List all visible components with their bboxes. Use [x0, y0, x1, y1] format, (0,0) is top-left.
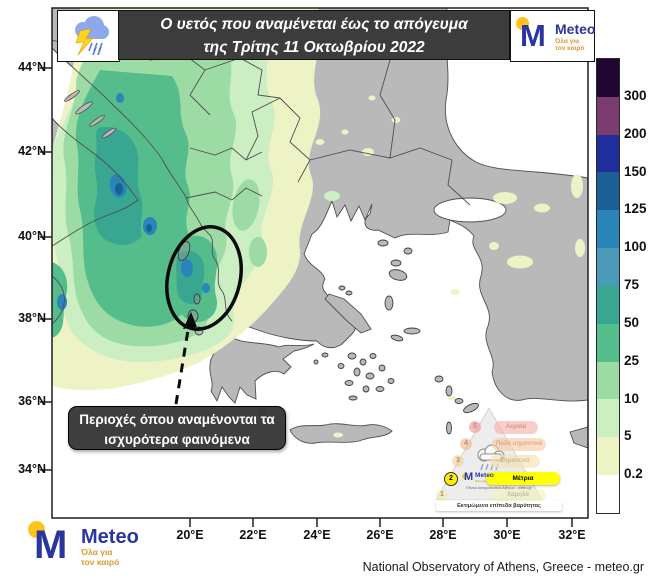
level-number: 4: [460, 438, 472, 450]
lon-label: 22°E: [239, 528, 267, 542]
severity-level-row: 2 Μέτρια: [428, 472, 580, 486]
logo-m: M: [34, 523, 68, 567]
colorbar-segment: [597, 475, 619, 513]
lat-label: 40°N: [18, 229, 46, 243]
croatian-islands: [64, 90, 117, 139]
level-number: 5: [469, 421, 481, 433]
colorbar-label: 300: [624, 87, 647, 103]
colorbar-label: 100: [624, 239, 647, 255]
lon-label: 26°E: [366, 528, 394, 542]
logo-tagline: Όλα για: [475, 479, 487, 483]
colorbar-segment: [597, 323, 619, 362]
colorbar-label: 150: [624, 163, 647, 179]
axis-ticks: [40, 67, 573, 527]
peloponnese: [209, 329, 315, 404]
colorbar-segment: [597, 361, 619, 400]
logo-wordmark: Meteo: [81, 526, 139, 548]
logo-tagline: Όλα για τον καιρό: [81, 547, 120, 567]
level-number: 2: [444, 472, 458, 486]
lat-label: 34°N: [18, 462, 46, 476]
colorbar-label: 125: [624, 201, 647, 217]
marmara-sea: [433, 197, 507, 223]
level-number: 1: [436, 489, 448, 501]
storm-icon-box: [57, 10, 120, 62]
logo-wordmark: Meteo: [555, 21, 596, 37]
level-label: Σημαντικά: [490, 455, 540, 468]
map-title-line2: της Τρίτης 11 Οκτωβρίου 2022: [203, 39, 425, 56]
severity-level-row: 3 Σημαντικά: [428, 455, 580, 468]
map-title-box: Ο υετός που αναμένεται έως το απόγευμα τ…: [118, 10, 510, 60]
logo-dot: [28, 521, 45, 538]
level-label: Χαμηλά: [490, 489, 546, 502]
colorbar-segment: [597, 437, 619, 476]
lon-label: 24°E: [303, 528, 331, 542]
colorbar-segment: [597, 248, 619, 286]
lon-label: 30°E: [493, 528, 521, 542]
storm-icon: [74, 16, 109, 56]
level-label: Πολύ σημαντικά: [492, 438, 546, 451]
level-label: Ακραία: [494, 421, 538, 434]
highlight-ellipse: [165, 225, 243, 331]
colorbar-label: 0.2: [624, 466, 643, 482]
lon-label: 32°E: [558, 528, 586, 542]
colorbar: [596, 58, 620, 514]
rain-intense-spots: [115, 183, 152, 232]
footer-meteo-logo: M Meteo Όλα για τον καιρό: [26, 515, 166, 570]
euboea-island: [324, 293, 372, 334]
colorbar-segment: [597, 59, 619, 97]
level-label: Μέτρια: [486, 472, 560, 485]
map-frame: [40, 7, 589, 527]
header-meteo-logo: M Meteo Όλα για τον καιρό: [510, 10, 595, 62]
colorbar-label: 10: [624, 390, 640, 406]
severity-level-row: 1 Χαμηλά: [428, 489, 580, 502]
logo-wordmark: Meteo: [475, 472, 494, 479]
colorbar-segment: [597, 134, 619, 173]
severity-pyramid: 5 Ακραία 4 Πολύ σημαντικά 3 Σημαντικά 2 Μέτρια 1…: [428, 408, 580, 512]
lat-label: 36°N: [18, 394, 46, 408]
colorbar-segment: [597, 210, 619, 249]
logo-dot: [516, 17, 529, 30]
pyramid-mini-logo-text: Εθνικό Αστεροσκοπείο Αθηνών - meteo.gr: [466, 486, 532, 490]
map-content: [52, 8, 588, 518]
severity-level-row: 5 Ακραία: [428, 421, 580, 434]
lat-label: 42°N: [18, 144, 46, 158]
colorbar-label: 75: [624, 277, 640, 292]
lat-label: 38°N: [18, 311, 46, 325]
colorbar-segment: [597, 399, 619, 438]
logo-tagline: Όλα για τον καιρό: [555, 38, 585, 53]
annotation-arrow-head: [183, 312, 197, 329]
logo-m: M: [464, 471, 474, 483]
logo-dot: [462, 474, 467, 479]
attribution-text: National Observatory of Athens, Greece -…: [362, 560, 644, 574]
rain-streaks: [87, 42, 103, 56]
colorbar-label: 5: [624, 428, 632, 444]
annotation-callout: Περιοχές όπου αναμένονται τα ισχυρότερα …: [68, 406, 286, 450]
colorbar-segment: [597, 172, 619, 211]
cyprus-partial: [569, 426, 588, 449]
logo-m: M: [520, 18, 546, 53]
pyramid-caption: Εκτιμώμενα επίπεδα βαρύτητας: [436, 501, 562, 511]
lon-label: 20°E: [176, 528, 204, 542]
colorbar-label: 50: [624, 314, 640, 330]
colorbar-segment: [597, 96, 619, 135]
lightning-bolt: [75, 28, 94, 56]
rain-patches-east: [315, 95, 585, 438]
colorbar-label: 200: [624, 125, 647, 141]
map-title-line1: Ο υετός που αναμένεται έως το απόγευμα: [160, 16, 468, 33]
colorbar-label: 25: [624, 352, 640, 368]
colorbar-segment: [597, 285, 619, 324]
lon-label: 28°E: [429, 528, 457, 542]
annotation-line2: ισχυρότερα φαινόμενα: [104, 432, 250, 447]
severity-level-row: 4 Πολύ σημαντικά: [428, 438, 580, 451]
annotation-arrow-line: [174, 323, 191, 405]
annotation-line1: Περιοχές όπου αναμένονται τα: [79, 412, 275, 427]
lat-label: 44°N: [18, 60, 46, 74]
level-number: 3: [452, 455, 464, 467]
aegean-islands: [258, 239, 479, 435]
